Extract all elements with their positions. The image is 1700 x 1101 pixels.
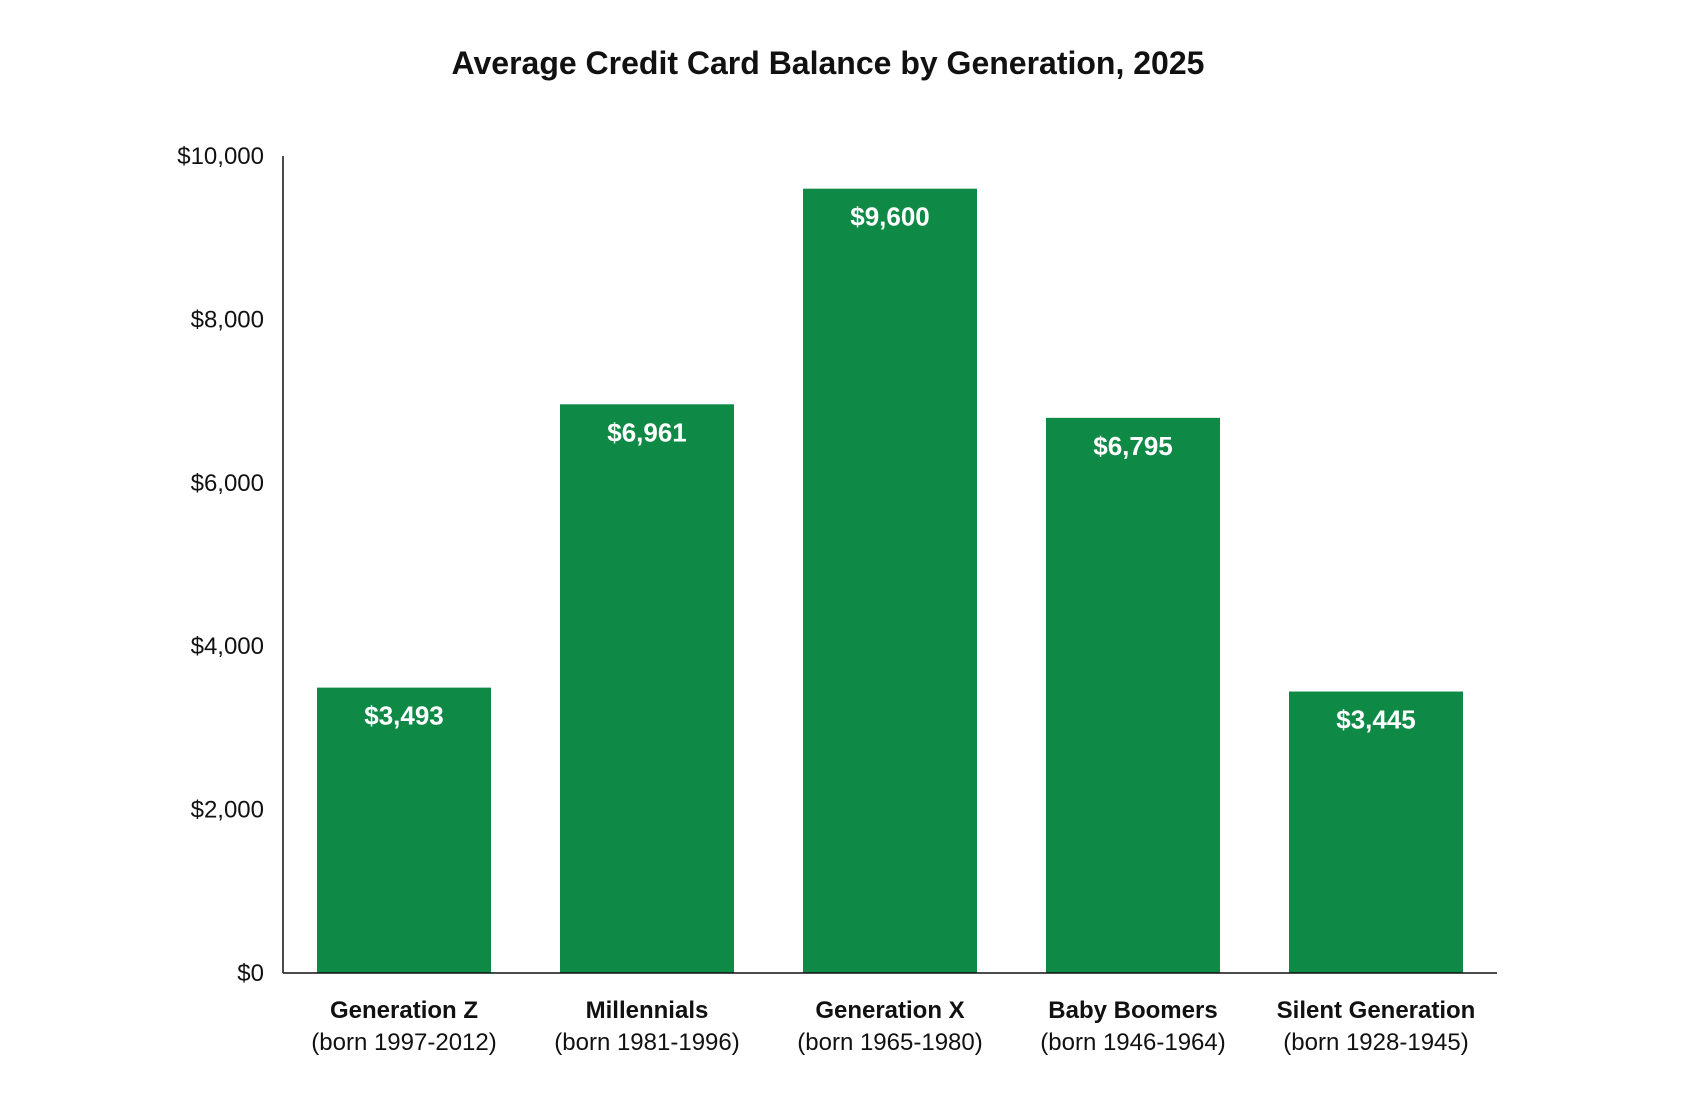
- bar: [1289, 691, 1463, 973]
- x-tick-label: Silent Generation: [1277, 997, 1476, 1024]
- chart-title: Average Credit Card Balance by Generatio…: [452, 45, 1205, 81]
- x-axis: Generation Z (born 1997-2012) Millennials (…: [283, 972, 1497, 1056]
- data-label: $6,795: [1093, 431, 1173, 461]
- x-tick-label: Generation X: [815, 997, 964, 1024]
- y-tick-label: $6,000: [191, 470, 264, 497]
- bar: [1046, 417, 1220, 973]
- y-tick-label: $4,000: [191, 633, 264, 660]
- y-tick-label: $2,000: [191, 797, 264, 824]
- data-label: $6,961: [607, 417, 687, 447]
- x-tick-sublabel: (born 1965-1980): [797, 1029, 982, 1056]
- bar: [317, 687, 491, 973]
- x-tick-label: Baby Boomers: [1048, 997, 1217, 1024]
- bars: $3,493 $6,961 $9,600 $6,795 $3,445: [317, 188, 1463, 974]
- y-tick-label: $8,000: [191, 306, 264, 333]
- data-label: $9,600: [850, 202, 930, 232]
- x-tick-sublabel: (born 1997-2012): [311, 1029, 496, 1056]
- x-tick-sublabel: (born 1946-1964): [1040, 1029, 1225, 1056]
- x-tick-sublabel: (born 1981-1996): [554, 1029, 739, 1056]
- y-axis: $0 $2,000 $4,000 $6,000 $8,000 $10,000: [177, 143, 284, 987]
- bar: [560, 404, 734, 974]
- x-tick-sublabel: (born 1928-1945): [1283, 1029, 1468, 1056]
- y-tick-label: $10,000: [177, 143, 264, 170]
- data-label: $3,493: [364, 701, 444, 731]
- y-tick-label: $0: [237, 960, 264, 987]
- x-tick-label: Generation Z: [330, 997, 478, 1024]
- bar: [803, 188, 977, 973]
- data-label: $3,445: [1336, 705, 1416, 735]
- x-tick-label: Millennials: [586, 997, 709, 1024]
